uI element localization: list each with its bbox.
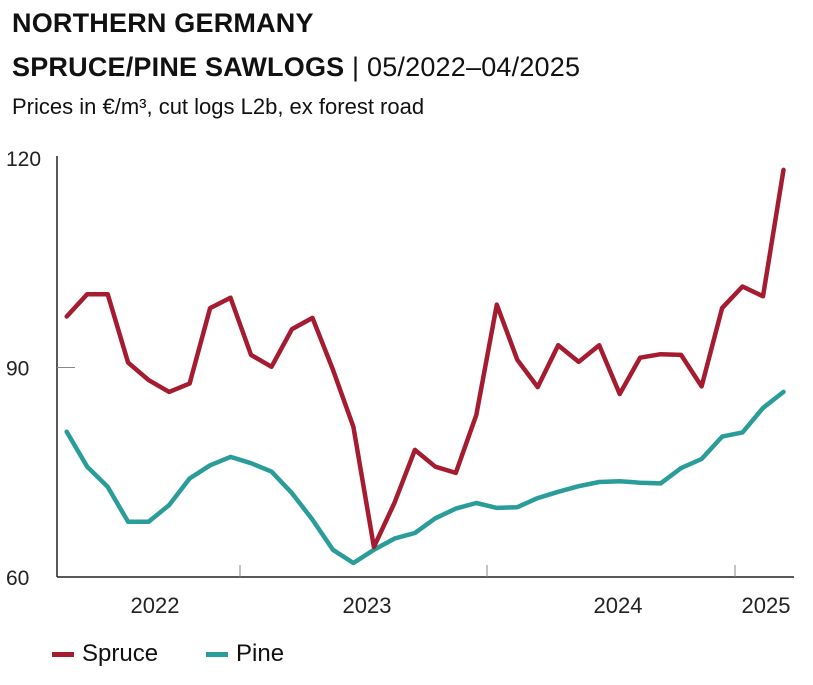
x-tick-label: 2023 — [343, 593, 392, 618]
series-line-spruce — [64, 167, 786, 550]
chart-title-line1: NORTHERN GERMANY — [12, 8, 314, 38]
title-product: SPRUCE/PINE SAWLOGS — [12, 52, 345, 82]
legend-swatch-spruce — [52, 651, 74, 657]
legend-item-pine: Pine — [206, 640, 284, 668]
legend-item-spruce: Spruce — [52, 640, 158, 668]
y-tick-label: 90 — [6, 358, 29, 381]
title-separator: | — [344, 52, 367, 82]
chart-subtitle: Prices in €/m³, cut logs L2b, ex forest … — [12, 94, 425, 119]
x-tick-label: 2025 — [742, 593, 791, 618]
y-tick-label: 60 — [6, 567, 29, 590]
legend-label-pine: Pine — [236, 640, 285, 667]
title-range: 05/2022–04/2025 — [366, 52, 581, 82]
y-tick-label: 120 — [6, 148, 41, 171]
x-tick-label: 2024 — [594, 593, 643, 618]
chart-title-line2: SPRUCE/PINE SAWLOGS | 05/2022–04/2025 — [12, 52, 580, 83]
legend-swatch-pine — [206, 651, 228, 657]
legend-label-spruce: Spruce — [82, 640, 159, 667]
series-line-pine — [64, 389, 786, 566]
x-tick-label: 2022 — [131, 593, 180, 618]
